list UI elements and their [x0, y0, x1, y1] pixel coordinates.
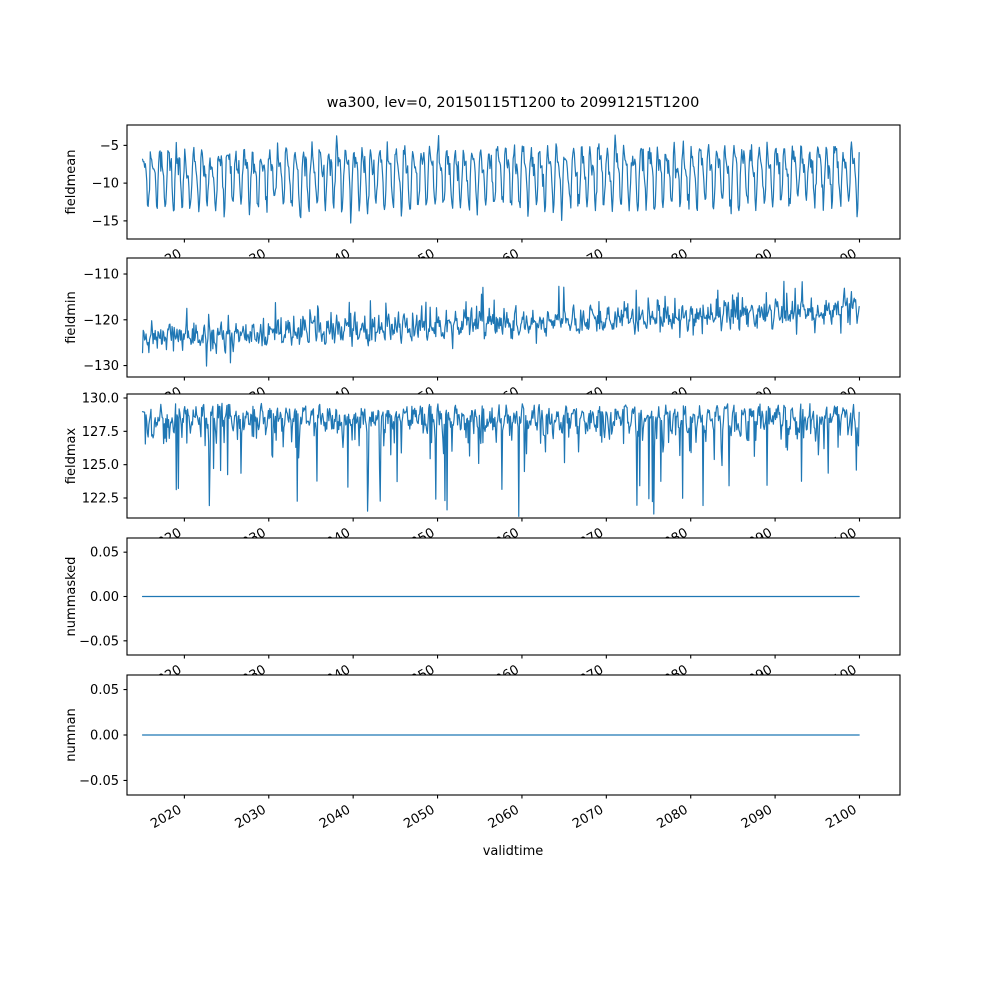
y-tick-label: −0.05 — [79, 774, 119, 789]
axes-spines-fieldmax — [126, 393, 901, 519]
y-tick-label: 0.05 — [90, 683, 119, 698]
series-fieldmean — [141, 134, 860, 224]
y-tick-label: −130 — [83, 359, 119, 374]
y-tick-label: 0.00 — [90, 729, 119, 744]
figure-title: wa300, lev=0, 20150115T1200 to 20991215T… — [327, 95, 700, 111]
series-fieldmin — [141, 280, 860, 367]
y-tick-label: −5 — [100, 139, 119, 154]
x-axis-label: validtime — [483, 844, 544, 859]
y-axis-label-fieldmax: fieldmax — [64, 428, 79, 485]
axes-spines-fieldmin — [126, 257, 901, 378]
y-axis-label-fieldmean: fieldmean — [64, 150, 79, 215]
y-tick-label: 127.5 — [82, 425, 119, 440]
y-axis-label-fieldmin: fieldmin — [64, 291, 79, 344]
y-tick-label: 125.0 — [82, 458, 119, 473]
y-tick-label: −0.05 — [79, 634, 119, 649]
y-tick-label: 0.05 — [90, 546, 119, 561]
y-tick-label: −110 — [83, 268, 119, 283]
axes-spines-fieldmean — [126, 124, 901, 240]
y-tick-label: 0.00 — [90, 590, 119, 605]
y-axis-label-nummasked: nummasked — [64, 557, 79, 637]
subplot-panels: −5−10−1520202030204020502060207020802090… — [64, 124, 901, 832]
y-tick-label: 122.5 — [82, 492, 119, 507]
plot-area-fieldmean — [127, 125, 900, 239]
series-fieldmax — [141, 402, 860, 517]
y-tick-label: −120 — [83, 313, 119, 328]
y-tick-label: −10 — [92, 177, 119, 192]
y-tick-label: −15 — [92, 214, 119, 229]
y-axis-label-numnan: numnan — [64, 708, 79, 762]
y-tick-label: 130.0 — [82, 392, 119, 407]
